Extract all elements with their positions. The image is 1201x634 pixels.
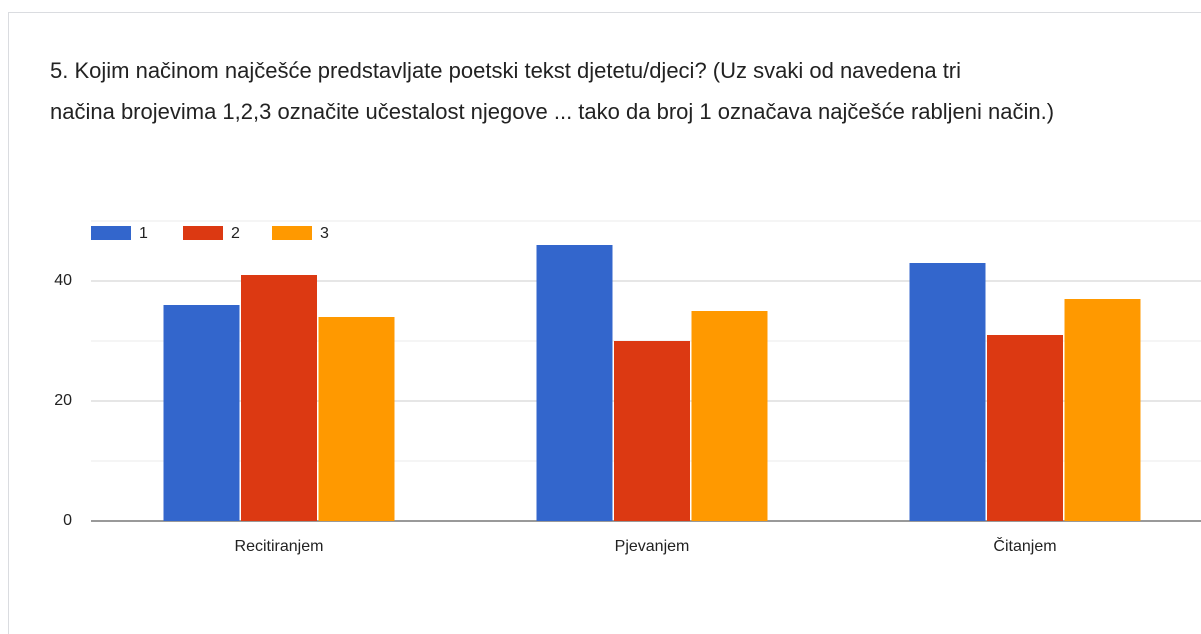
bar xyxy=(614,341,690,521)
x-tick-label: Čitanjem xyxy=(993,536,1056,555)
bar xyxy=(536,245,613,521)
legend-swatch xyxy=(272,226,312,240)
legend-label: 3 xyxy=(320,225,329,242)
bar xyxy=(241,275,317,521)
bar xyxy=(987,335,1063,521)
bar xyxy=(691,311,768,521)
bar xyxy=(163,305,240,521)
bar xyxy=(909,263,986,521)
legend-swatch xyxy=(183,226,223,240)
legend-label: 1 xyxy=(139,225,148,242)
y-tick-label: 40 xyxy=(54,272,72,289)
chart-title: načina brojevima 1,2,3 označite učestalo… xyxy=(50,99,1054,124)
bar xyxy=(318,317,395,521)
legend-label: 2 xyxy=(231,225,240,242)
y-tick-label: 20 xyxy=(54,392,72,409)
x-tick-label: Recitiranjem xyxy=(235,538,324,555)
bar xyxy=(1064,299,1141,521)
legend-swatch xyxy=(91,226,131,240)
x-tick-label: Pjevanjem xyxy=(615,538,690,555)
y-tick-label: 0 xyxy=(63,512,72,529)
chart-title: 5. Kojim načinom najčešće predstavljate … xyxy=(50,58,961,83)
